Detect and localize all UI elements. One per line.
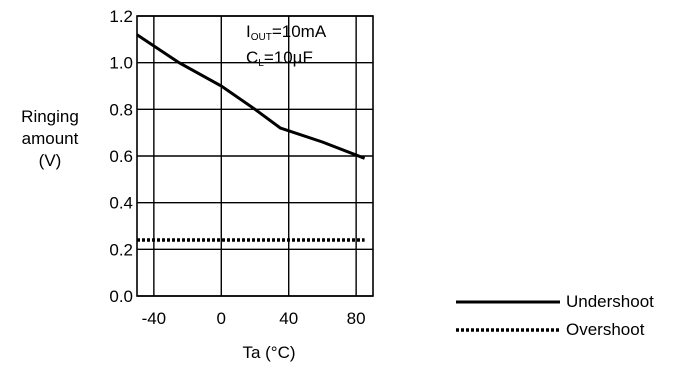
legend-label-undershoot: Undershoot	[566, 292, 654, 311]
y-axis-label: Ringing amount (V)	[0, 106, 100, 172]
chart-ticks: 0.0 0.2 0.4 0.6 0.8 1.0 1.2 -40 0 40 80 Ta (°C)	[109, 7, 365, 362]
plot-border	[136, 15, 374, 297]
x-tick-label: 40	[279, 309, 298, 328]
x-tick-label: 0	[217, 309, 226, 328]
y-tick-label: 1.2	[109, 7, 133, 26]
series-line-undershoot	[136, 33, 366, 160]
chart-series	[136, 33, 366, 242]
x-tick-label: -40	[142, 309, 167, 328]
legend-label-overshoot: Overshoot	[566, 320, 645, 339]
x-axis-label: Ta (°C)	[242, 343, 295, 362]
annotation-iout: IOUT=10mA	[246, 22, 327, 43]
y-tick-label: 0.6	[109, 147, 133, 166]
y-axis-label-line1: Ringing	[21, 107, 79, 126]
x-tick-label: 80	[347, 309, 366, 328]
condition-annotation: IOUT=10mA CL=10µF	[246, 22, 326, 74]
annotation-cl: CL=10µF	[246, 48, 313, 69]
chart-legend	[456, 300, 560, 332]
y-tick-label: 0.8	[109, 100, 133, 119]
y-axis-label-line2: amount	[21, 129, 79, 148]
y-tick-label: 1.0	[109, 54, 133, 73]
y-tick-label: 0.4	[109, 194, 133, 213]
y-axis-label-line3: (V)	[38, 151, 62, 170]
y-tick-label: 0.2	[109, 240, 133, 259]
y-tick-label: 0.0	[109, 287, 133, 306]
